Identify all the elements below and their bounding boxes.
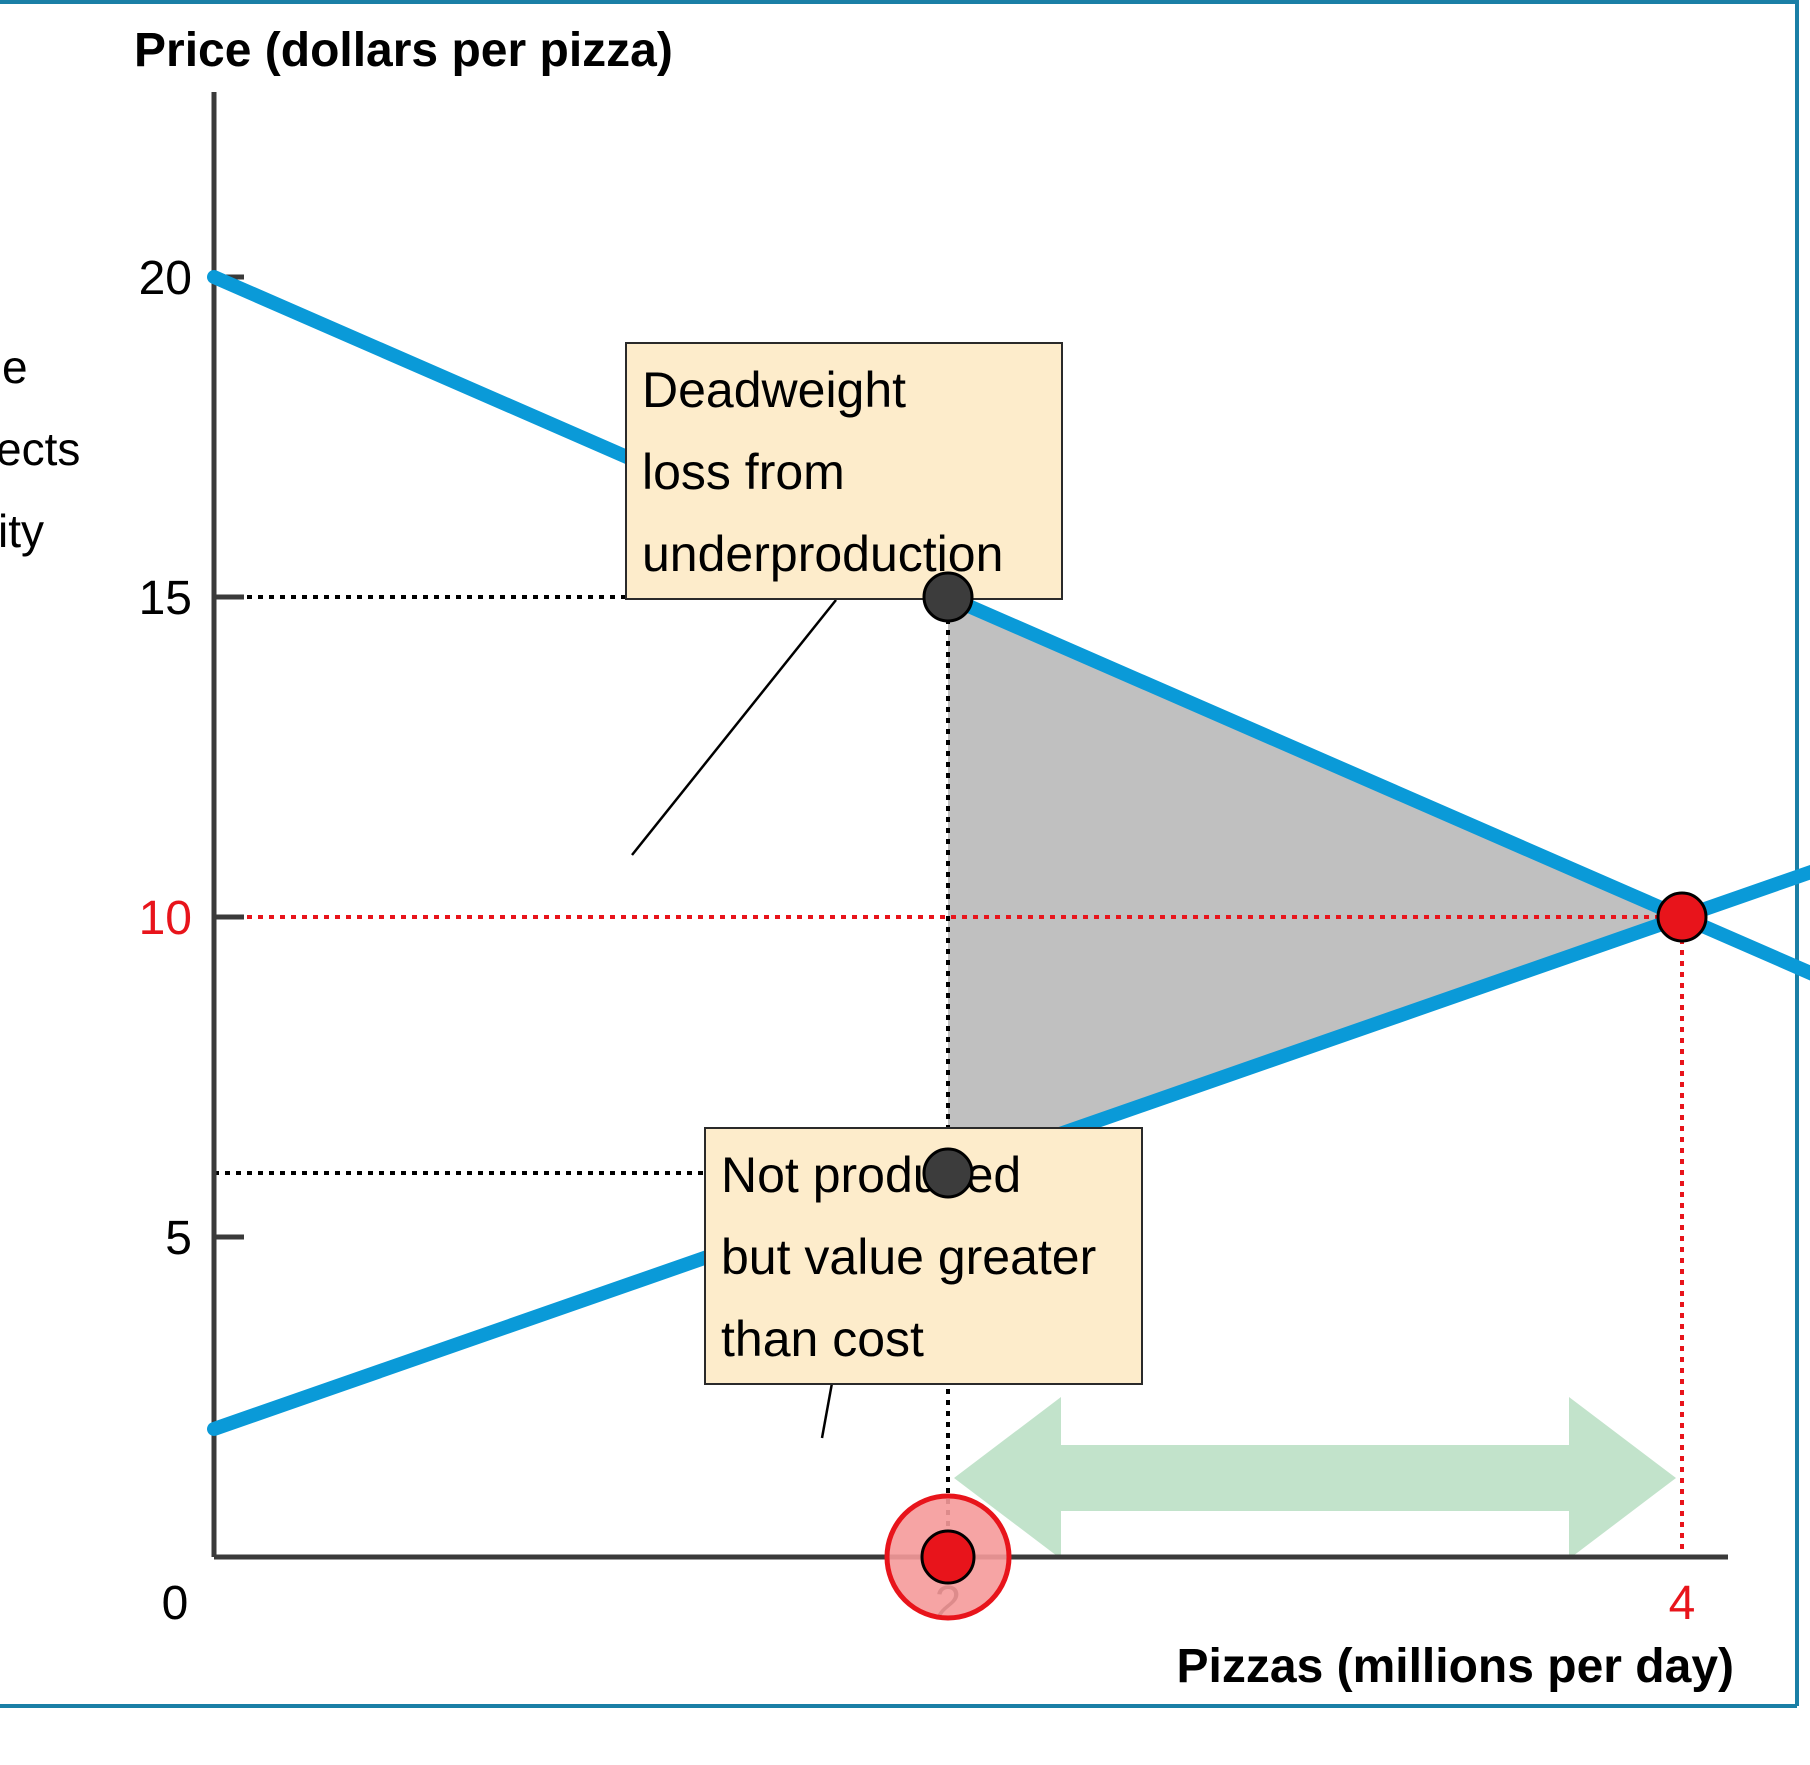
not-produced-annotation-line-3: than cost — [721, 1311, 924, 1367]
cropped-text-2: ects — [0, 423, 80, 475]
point-demand-price — [922, 571, 974, 623]
y-tick-label-5: 5 — [165, 1212, 192, 1265]
not-produced-annotation-line-1: Not produced — [721, 1147, 1021, 1203]
double-arrow-icon — [954, 1397, 1676, 1559]
y-axis-title: Price (dollars per pizza) — [134, 24, 673, 77]
point-equilibrium — [1656, 891, 1708, 943]
deadweight-annotation-line-2: loss from — [642, 444, 845, 500]
point-supply-price — [922, 1147, 974, 1199]
plot-area: 20151050S = MCD = MBDeadweightloss fromu… — [139, 92, 1810, 1630]
supply-curve — [207, 864, 1810, 1436]
quantity-highlight-point — [920, 1529, 976, 1585]
deadweight-leader-line — [631, 599, 837, 856]
y-tick-label-20: 20 — [139, 252, 192, 305]
cropped-text-1: e — [2, 341, 28, 393]
x-tick-label-4: 4 — [1669, 1577, 1696, 1630]
origin-label: 0 — [162, 1577, 189, 1630]
not-produced-leader-line — [820, 1382, 834, 1439]
y-tick-label-10: 10 — [139, 892, 192, 945]
not-produced-annotation-line-2: but value greater — [721, 1229, 1096, 1285]
deadweight-annotation-box — [625, 342, 1063, 600]
cropped-text-3: ity — [0, 505, 44, 557]
y-tick-label-15: 15 — [139, 572, 192, 625]
deadweight-annotation-line-1: Deadweight — [642, 362, 906, 418]
x-axis-title: Pizzas (millions per day) — [1177, 1640, 1734, 1693]
deadweight-loss-area — [948, 597, 1682, 1173]
